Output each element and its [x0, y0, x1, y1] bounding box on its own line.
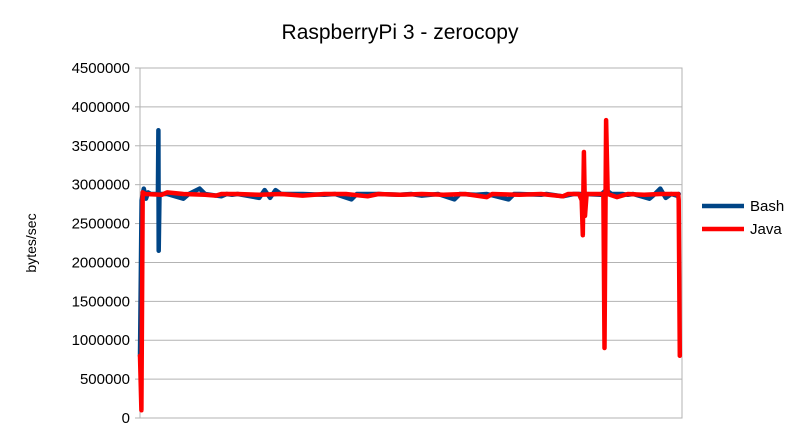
legend: Bash Java	[702, 198, 784, 238]
series-line-java	[137, 117, 683, 413]
y-tick-label: 3500000	[72, 138, 130, 155]
plot-area-border	[139, 67, 683, 419]
series-line-bash	[137, 127, 681, 359]
y-tick-label: 500000	[80, 371, 130, 388]
y-tick-label: 1000000	[72, 332, 130, 349]
y-tick-label: 4000000	[72, 99, 130, 116]
y-tick-label: 3000000	[72, 177, 130, 194]
y-tick-label: 0	[122, 410, 130, 427]
legend-label-java: Java	[750, 221, 782, 238]
y-tick-label: 2000000	[72, 254, 130, 271]
series-lines	[137, 117, 683, 413]
y-axis-label: bytes/sec	[23, 213, 39, 272]
gridlines	[135, 67, 682, 419]
y-tick-label: 4500000	[72, 60, 130, 77]
chart-title: RaspberryPi 3 - zerocopy	[282, 21, 519, 44]
y-tick-label: 1500000	[72, 293, 130, 310]
y-tick-labels: 0 500000 1000000 1500000 2000000 2500000 30000…	[72, 60, 130, 427]
y-tick-label: 2500000	[72, 216, 130, 233]
legend-label-bash: Bash	[750, 198, 784, 215]
